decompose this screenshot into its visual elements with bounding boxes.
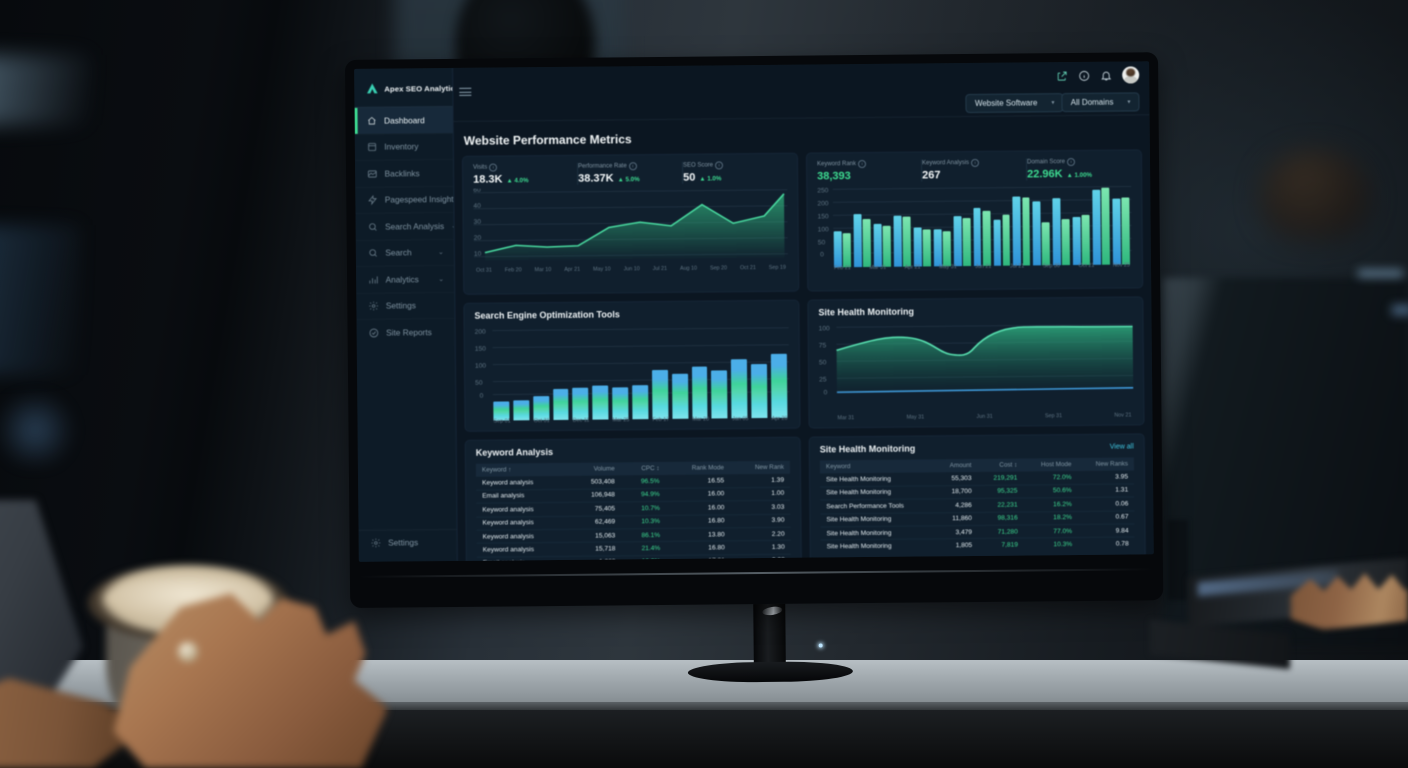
svg-text:150: 150 bbox=[475, 346, 487, 353]
svg-text:60: 60 bbox=[473, 187, 481, 194]
svg-text:25: 25 bbox=[819, 377, 827, 384]
svg-text:100: 100 bbox=[818, 227, 830, 234]
svg-text:250: 250 bbox=[817, 188, 829, 195]
svg-text:200: 200 bbox=[475, 329, 487, 336]
svg-text:50: 50 bbox=[819, 360, 827, 367]
svg-text:30: 30 bbox=[474, 219, 482, 226]
svg-text:50: 50 bbox=[475, 380, 483, 387]
svg-text:150: 150 bbox=[817, 214, 829, 221]
svg-text:10: 10 bbox=[474, 251, 482, 258]
svg-text:0: 0 bbox=[480, 393, 484, 400]
svg-text:20: 20 bbox=[474, 235, 482, 242]
svg-text:40: 40 bbox=[473, 203, 481, 210]
svg-text:75: 75 bbox=[819, 343, 827, 350]
svg-text:200: 200 bbox=[817, 201, 829, 208]
svg-text:50: 50 bbox=[818, 240, 826, 247]
svg-text:0: 0 bbox=[820, 252, 824, 259]
svg-text:100: 100 bbox=[475, 363, 487, 370]
svg-text:0: 0 bbox=[824, 390, 828, 397]
svg-text:100: 100 bbox=[819, 326, 831, 333]
